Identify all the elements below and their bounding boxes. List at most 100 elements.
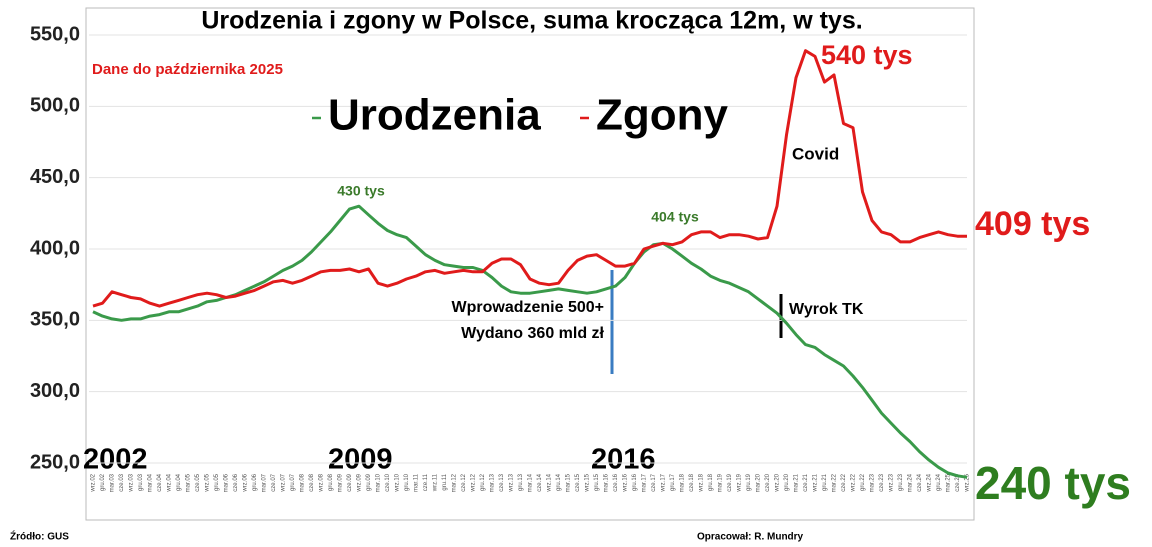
x-tick-label: mar.05 (186, 473, 192, 492)
x-tick-label: wrz.23 (889, 473, 895, 492)
x-tick-label: gru.18 (708, 473, 714, 491)
x-tick-label: wrz.10 (395, 473, 401, 492)
line-series (92, 204, 968, 479)
annotation: 404 tys (651, 209, 699, 225)
x-tick-label: gru.11 (442, 473, 448, 490)
x-tick-label: gru.15 (594, 473, 600, 491)
x-tick-label: cze.21 (803, 473, 809, 491)
x-tick-label: wrz.07 (281, 473, 287, 492)
x-tick-label: cze.15 (575, 473, 581, 491)
y-tick-label: 400,0 (30, 237, 80, 259)
x-tick-label: gru.03 (138, 473, 144, 491)
x-tick-label: wrz.09 (357, 473, 363, 492)
legend-label: Urodzenia (328, 91, 541, 140)
grid (89, 34, 967, 464)
x-tick-label: wrz.17 (661, 473, 667, 492)
plot-frame (85, 7, 975, 521)
x-tick-label: mar.15 (566, 473, 572, 492)
x-tick-label: mar.21 (794, 473, 800, 492)
x-tick-label: cze.18 (689, 473, 695, 491)
x-tick-label: cze.12 (461, 473, 467, 491)
x-tick-label: cze.06 (233, 473, 239, 491)
x-tick-label: cze.05 (195, 473, 201, 491)
x-tick-label: mar.25 (946, 473, 952, 492)
x-tick-label: wrz.16 (623, 473, 629, 492)
x-tick-label: wrz.18 (699, 473, 705, 492)
x-tick-label: cze.11 (423, 473, 429, 491)
x-tick-label: cze.09 (347, 473, 353, 491)
x-tick-label: cze.10 (385, 473, 391, 491)
x-tick-label: gru.02 (100, 473, 106, 491)
x-tick-label: mar.07 (262, 473, 268, 492)
x-tick-label: mar.23 (870, 473, 876, 492)
y-tick-label: 250,0 (30, 451, 80, 473)
x-tick-label: cze.17 (651, 473, 657, 491)
x-tick-label: gru.20 (784, 473, 790, 491)
x-tick-label: gru.04 (176, 473, 182, 491)
x-tick-label: cze.23 (879, 473, 885, 491)
x-tick-label: wrz.02 (91, 473, 97, 492)
source: Źródło: GUS (10, 530, 69, 543)
y-tick-label: 450,0 (30, 166, 80, 188)
x-tick-label: wrz.04 (167, 473, 173, 492)
x-tick-label: wrz.15 (585, 473, 591, 492)
y-tick-label: 550,0 (30, 23, 80, 45)
x-tick-label: gru.06 (252, 473, 258, 491)
x-tick-label: wrz.19 (737, 473, 743, 492)
line-series (92, 49, 967, 308)
x-tick-label: gru.10 (404, 473, 410, 491)
annotation: 240 tys (975, 457, 1131, 509)
x-tick-label: mar.06 (224, 473, 230, 492)
y-tick-label: 350,0 (30, 309, 80, 331)
annotation: 430 tys (337, 183, 385, 199)
annotation: 409 tys (975, 205, 1090, 243)
x-tick-label: mar.09 (338, 473, 344, 492)
x-tick-label: wrz.12 (471, 473, 477, 492)
annotation: Wyrok TK (789, 301, 864, 318)
x-tick-label: gru.08 (328, 473, 334, 491)
x-tick-label: gru.09 (366, 473, 372, 491)
annotation: Wprowadzenie 500+ (452, 299, 605, 316)
annotation: 2002 (83, 444, 148, 476)
chart-title: Urodzenia i zgony w Polsce, suma krocząc… (201, 7, 862, 35)
x-tick-label: cze.22 (841, 473, 847, 491)
x-tick-label: gru.13 (518, 473, 524, 491)
x-tick-label: mar.20 (756, 473, 762, 492)
x-tick-label: cze.04 (157, 473, 163, 491)
x-tick-label: cze.24 (917, 473, 923, 491)
x-tick-label: wrz.13 (509, 473, 515, 492)
x-tick-label: wrz.06 (243, 473, 249, 492)
x-tick-label: wrz.03 (129, 473, 135, 492)
author: Opracował: R. Mundry (697, 532, 804, 543)
annotation: 2016 (591, 444, 656, 476)
x-tick-label: gru.24 (936, 473, 942, 491)
x-tick-label: cze.16 (613, 473, 619, 491)
x-tick-label: mar.08 (300, 473, 306, 492)
x-tick-label: wrz.25 (965, 473, 971, 492)
x-tick-label: gru.14 (556, 473, 562, 491)
x-tick-label: cze.14 (537, 473, 543, 491)
x-tick-label: wrz.11 (433, 473, 439, 492)
x-tick-label: mar.03 (110, 473, 116, 492)
x-tick-label: cze.19 (727, 473, 733, 491)
x-tick-label: cze.13 (499, 473, 505, 491)
chart-subtitle: Dane do października 2025 (92, 61, 283, 78)
x-tick-label: gru.21 (822, 473, 828, 491)
x-tick-label: gru.12 (480, 473, 486, 491)
x-tick-label: mar.19 (718, 473, 724, 492)
y-tick-label: 500,0 (30, 95, 80, 117)
annotation: Covid (792, 144, 839, 163)
x-tick-label: gru.22 (860, 473, 866, 491)
x-tick-label: cze.20 (765, 473, 771, 491)
legend-label: Zgony (596, 91, 729, 140)
x-tick-label: gru.05 (214, 473, 220, 491)
x-tick-label: wrz.14 (547, 473, 553, 492)
x-tick-label: mar.12 (452, 473, 458, 492)
x-tick-label: mar.13 (490, 473, 496, 492)
x-tick-label: mar.17 (642, 473, 648, 492)
x-tick-label: mar.22 (832, 473, 838, 492)
x-tick-label: mar.10 (376, 473, 382, 492)
x-tick-label: gru.19 (746, 473, 752, 491)
x-tick-label: wrz.22 (851, 473, 857, 492)
